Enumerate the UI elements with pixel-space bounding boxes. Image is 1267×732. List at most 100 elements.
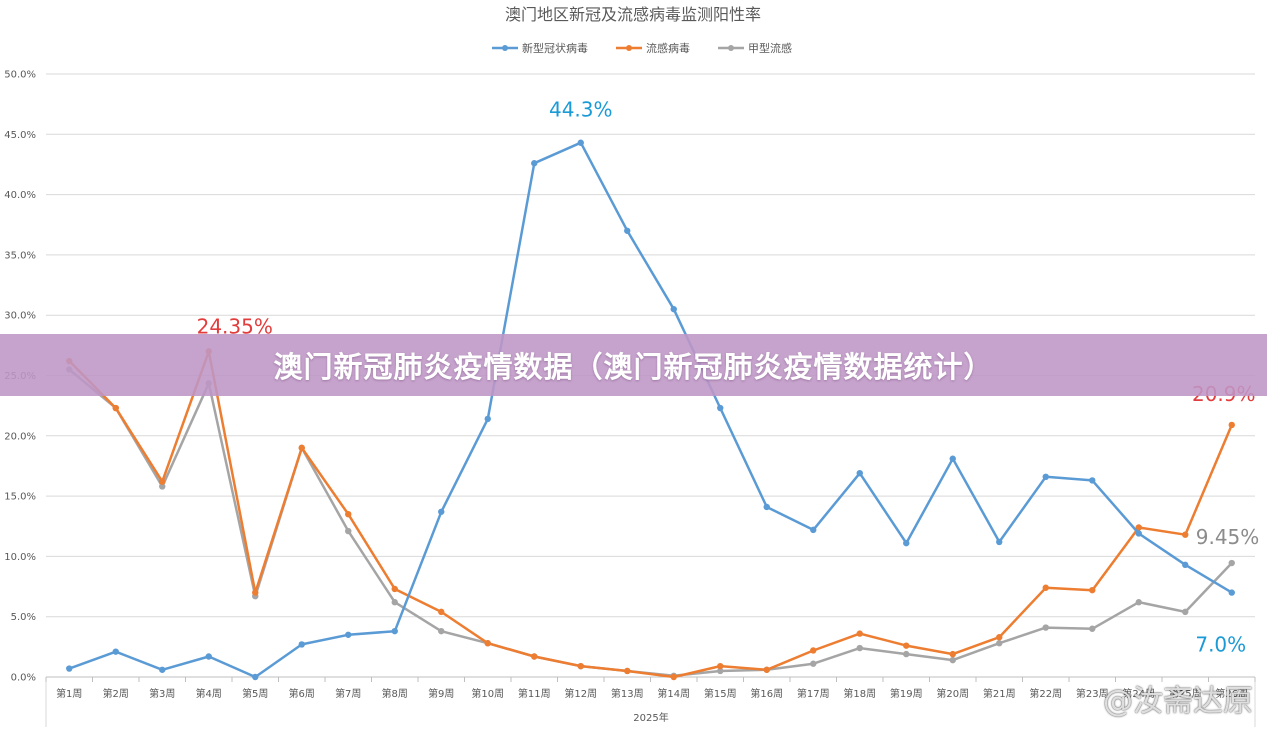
data-point [810,526,817,534]
x-tick-label: 第17周 [797,687,830,700]
data-point [996,634,1003,641]
x-tick-label: 第10周 [471,687,504,700]
data-point [1228,589,1235,596]
data-point [903,642,910,649]
data-point [159,666,166,673]
data-point [577,662,584,670]
x-tick-label: 第16周 [750,687,783,700]
data-point [670,305,677,313]
data-point [1089,477,1096,484]
data-point [1042,584,1049,591]
x-tick-label: 第11周 [518,687,551,700]
data-point [1042,624,1049,631]
x-tick-label: 第18周 [843,687,876,700]
x-tick-label: 第23周 [1076,687,1109,700]
x-tick-label: 第4周 [196,687,222,700]
data-point [1135,599,1142,606]
data-point [996,640,1003,647]
legend: 新型冠状病毒 流感病毒 甲型流感 [492,41,792,55]
data-point [391,585,398,593]
y-tick-label: 45.0% [4,130,36,141]
x-tick-label: 第6周 [289,687,315,700]
data-point [949,650,956,658]
legend-marker [728,45,734,51]
data-point [205,653,212,660]
y-tick-label: 5.0% [11,612,36,623]
data-point [856,630,863,637]
data-point [996,538,1003,546]
data-point [577,139,584,146]
data-point [112,404,119,412]
legend-label: 甲型流感 [748,41,792,55]
x-tick-label: 第8周 [382,687,408,700]
x-tick-label: 第25周 [1169,687,1202,700]
data-point [717,404,724,412]
series-line [68,141,1233,679]
x-axis-label: 2025年 [633,711,668,724]
x-tick-label: 第21周 [983,687,1016,700]
data-point [345,527,352,535]
data-point [949,656,956,664]
data-point [670,673,677,681]
headline-banner: 澳门新冠肺炎疫情数据（澳门新冠肺炎疫情数据统计） [0,334,1267,396]
y-tick-label: 20.0% [4,431,36,442]
data-callout: 9.45% [1196,525,1260,549]
data-point [1135,530,1142,537]
data-point [856,644,863,652]
chart-title: 澳门地区新冠及流感病毒监测阳性率 [505,5,761,24]
series-line [68,368,1233,678]
data-point [438,508,445,515]
x-tick-label: 第15周 [704,687,737,700]
data-point [531,653,538,660]
series-group [66,139,1235,681]
data-callout: 44.3% [549,98,613,122]
y-tick-label: 30.0% [4,311,36,322]
data-point [391,599,398,606]
x-tick-label: 第20周 [936,687,969,700]
y-tick-label: 0.0% [11,673,36,684]
data-point [1182,608,1189,616]
data-point [298,641,305,648]
data-point [1182,561,1189,569]
series-line [68,350,1233,679]
data-point [1089,625,1096,632]
data-point [903,539,910,547]
x-tick-label: 第5周 [242,687,268,700]
data-point [252,589,259,596]
legend-marker [502,45,508,51]
x-tick-label: 第26周 [1215,687,1248,700]
x-tick-label: 第12周 [564,687,597,700]
x-tick-label: 第3周 [149,687,175,700]
data-point [484,415,491,423]
x-tick-label: 第2周 [103,687,129,700]
data-point [345,631,352,638]
data-point [345,510,352,518]
data-point [763,666,770,673]
data-point [717,667,724,675]
data-point [159,478,166,485]
data-point [624,667,631,675]
data-point [1089,586,1096,594]
x-tick-label: 第13周 [611,687,644,700]
data-point [1042,473,1049,481]
data-point [531,160,538,167]
data-point [763,503,770,511]
data-point [484,640,491,647]
data-point [252,673,259,681]
x-tick-label: 第22周 [1029,687,1062,700]
y-tick-label: 15.0% [4,492,36,503]
data-point [1182,531,1189,538]
data-point [159,483,166,490]
data-point [949,455,956,462]
legend-label: 流感病毒 [646,41,690,55]
y-tick-label: 35.0% [4,250,36,261]
data-point [856,469,863,477]
data-point [66,665,73,672]
watermark: @汝斋达原 [1103,684,1253,719]
data-point [438,608,445,616]
data-point [717,662,724,670]
legend-marker [626,45,632,51]
x-tick-label: 第24周 [1122,687,1155,700]
x-tick-label: 第1周 [56,687,82,700]
